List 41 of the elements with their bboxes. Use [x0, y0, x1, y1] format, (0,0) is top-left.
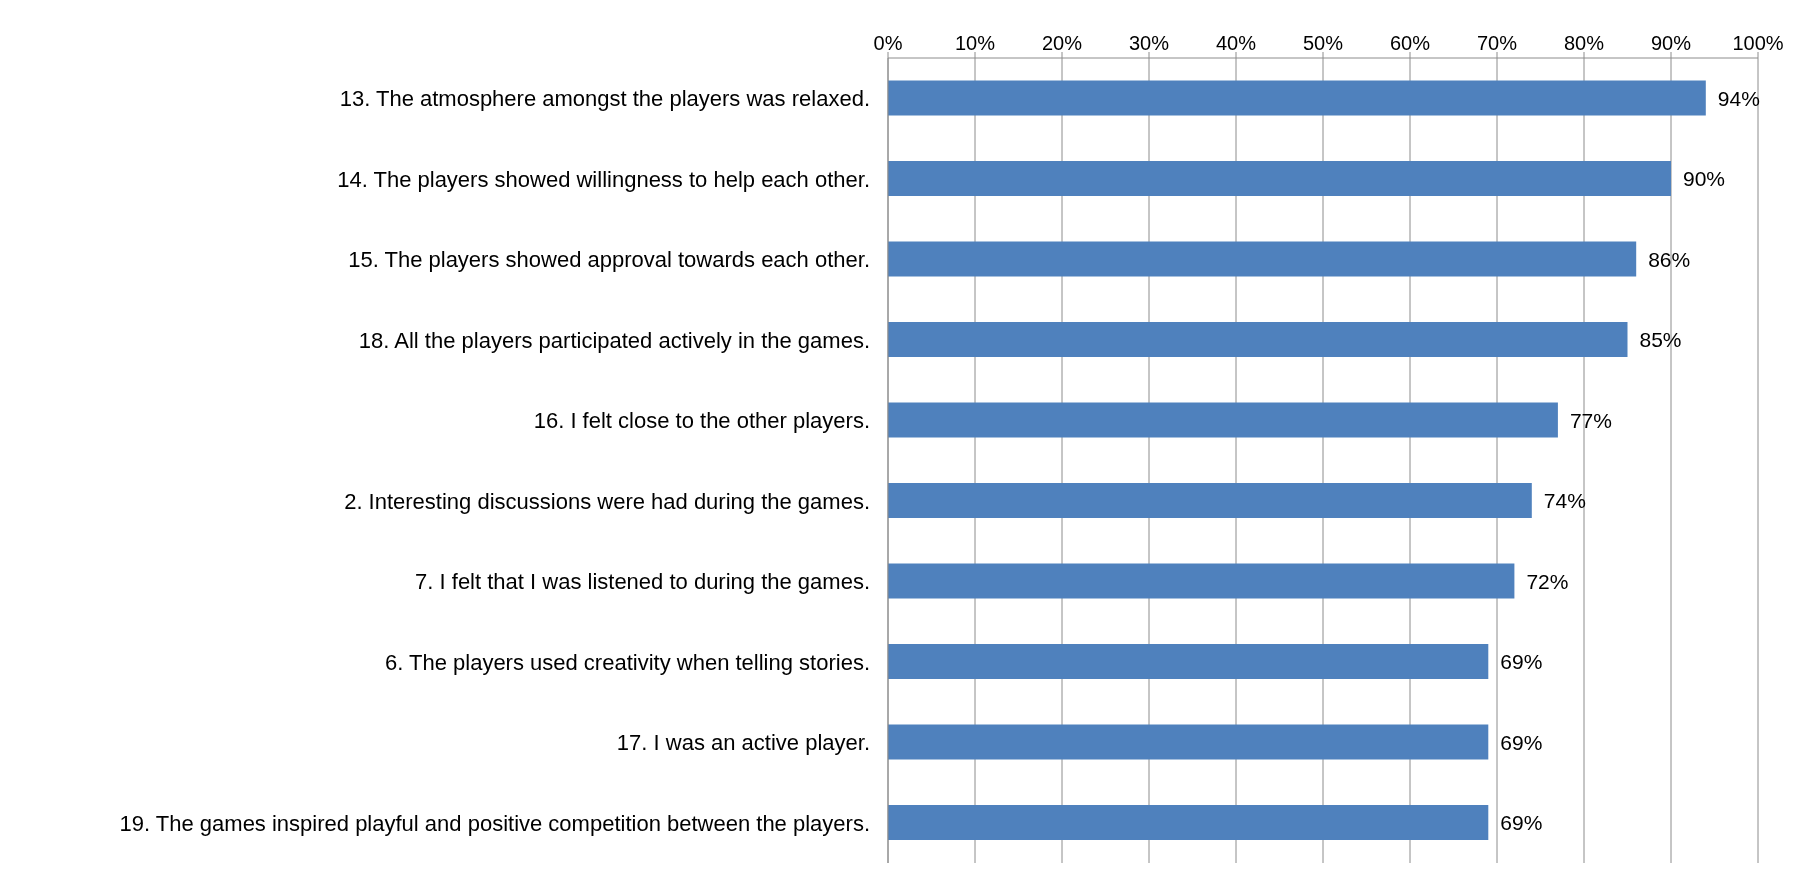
y-tick-label: 16. I felt close to the other players.	[533, 407, 870, 433]
data-label: 85%	[1639, 328, 1682, 352]
x-tick-label: 10%	[954, 32, 996, 54]
y-tick-label: 13. The atmosphere amongst the players was relaxed.	[339, 85, 870, 111]
bar	[888, 644, 1489, 680]
x-tick-label: 100%	[1732, 32, 1784, 54]
data-label: 74%	[1543, 489, 1586, 513]
bar	[888, 483, 1532, 519]
x-tick-label: 40%	[1215, 32, 1257, 54]
bar	[888, 402, 1558, 438]
x-tick-label: 50%	[1302, 32, 1344, 54]
x-tick-label: 90%	[1650, 32, 1692, 54]
x-tick-label: 70%	[1476, 32, 1518, 54]
y-tick-label: 18. All the players participated actively in the games.	[358, 327, 870, 353]
data-label: 69%	[1500, 650, 1543, 674]
data-label: 86%	[1648, 247, 1691, 271]
data-label: 90%	[1683, 167, 1726, 191]
y-tick-label: 19. The games inspired playful and positive competition between the players.	[119, 810, 870, 836]
data-label: 69%	[1500, 811, 1543, 835]
x-tick-label: 30%	[1128, 32, 1170, 54]
bar	[888, 724, 1489, 760]
y-tick-label: 7. I felt that I was listened to during the games.	[415, 568, 870, 594]
data-label: 69%	[1500, 730, 1543, 754]
data-label: 77%	[1569, 408, 1612, 432]
bar	[888, 805, 1489, 841]
y-tick-label: 15. The players showed approval towards each other.	[348, 246, 870, 272]
x-tick-label: 0%	[873, 32, 903, 54]
bar	[888, 161, 1671, 197]
y-tick-label: 6. The players used creativity when telling stories.	[384, 649, 870, 675]
y-tick-label: 2. Interesting discussions were had during the games.	[344, 488, 870, 514]
data-label: 94%	[1717, 86, 1760, 110]
y-tick-label: 17. I was an active player.	[616, 729, 870, 755]
bar	[888, 80, 1706, 116]
bar	[888, 241, 1637, 277]
data-label: 72%	[1526, 569, 1569, 593]
bar	[888, 322, 1628, 358]
y-tick-label: 14. The players showed willingness to help each other.	[337, 166, 870, 192]
bar	[888, 563, 1515, 599]
x-tick-label: 60%	[1389, 32, 1431, 54]
x-tick-label: 20%	[1041, 32, 1083, 54]
x-tick-label: 80%	[1563, 32, 1605, 54]
